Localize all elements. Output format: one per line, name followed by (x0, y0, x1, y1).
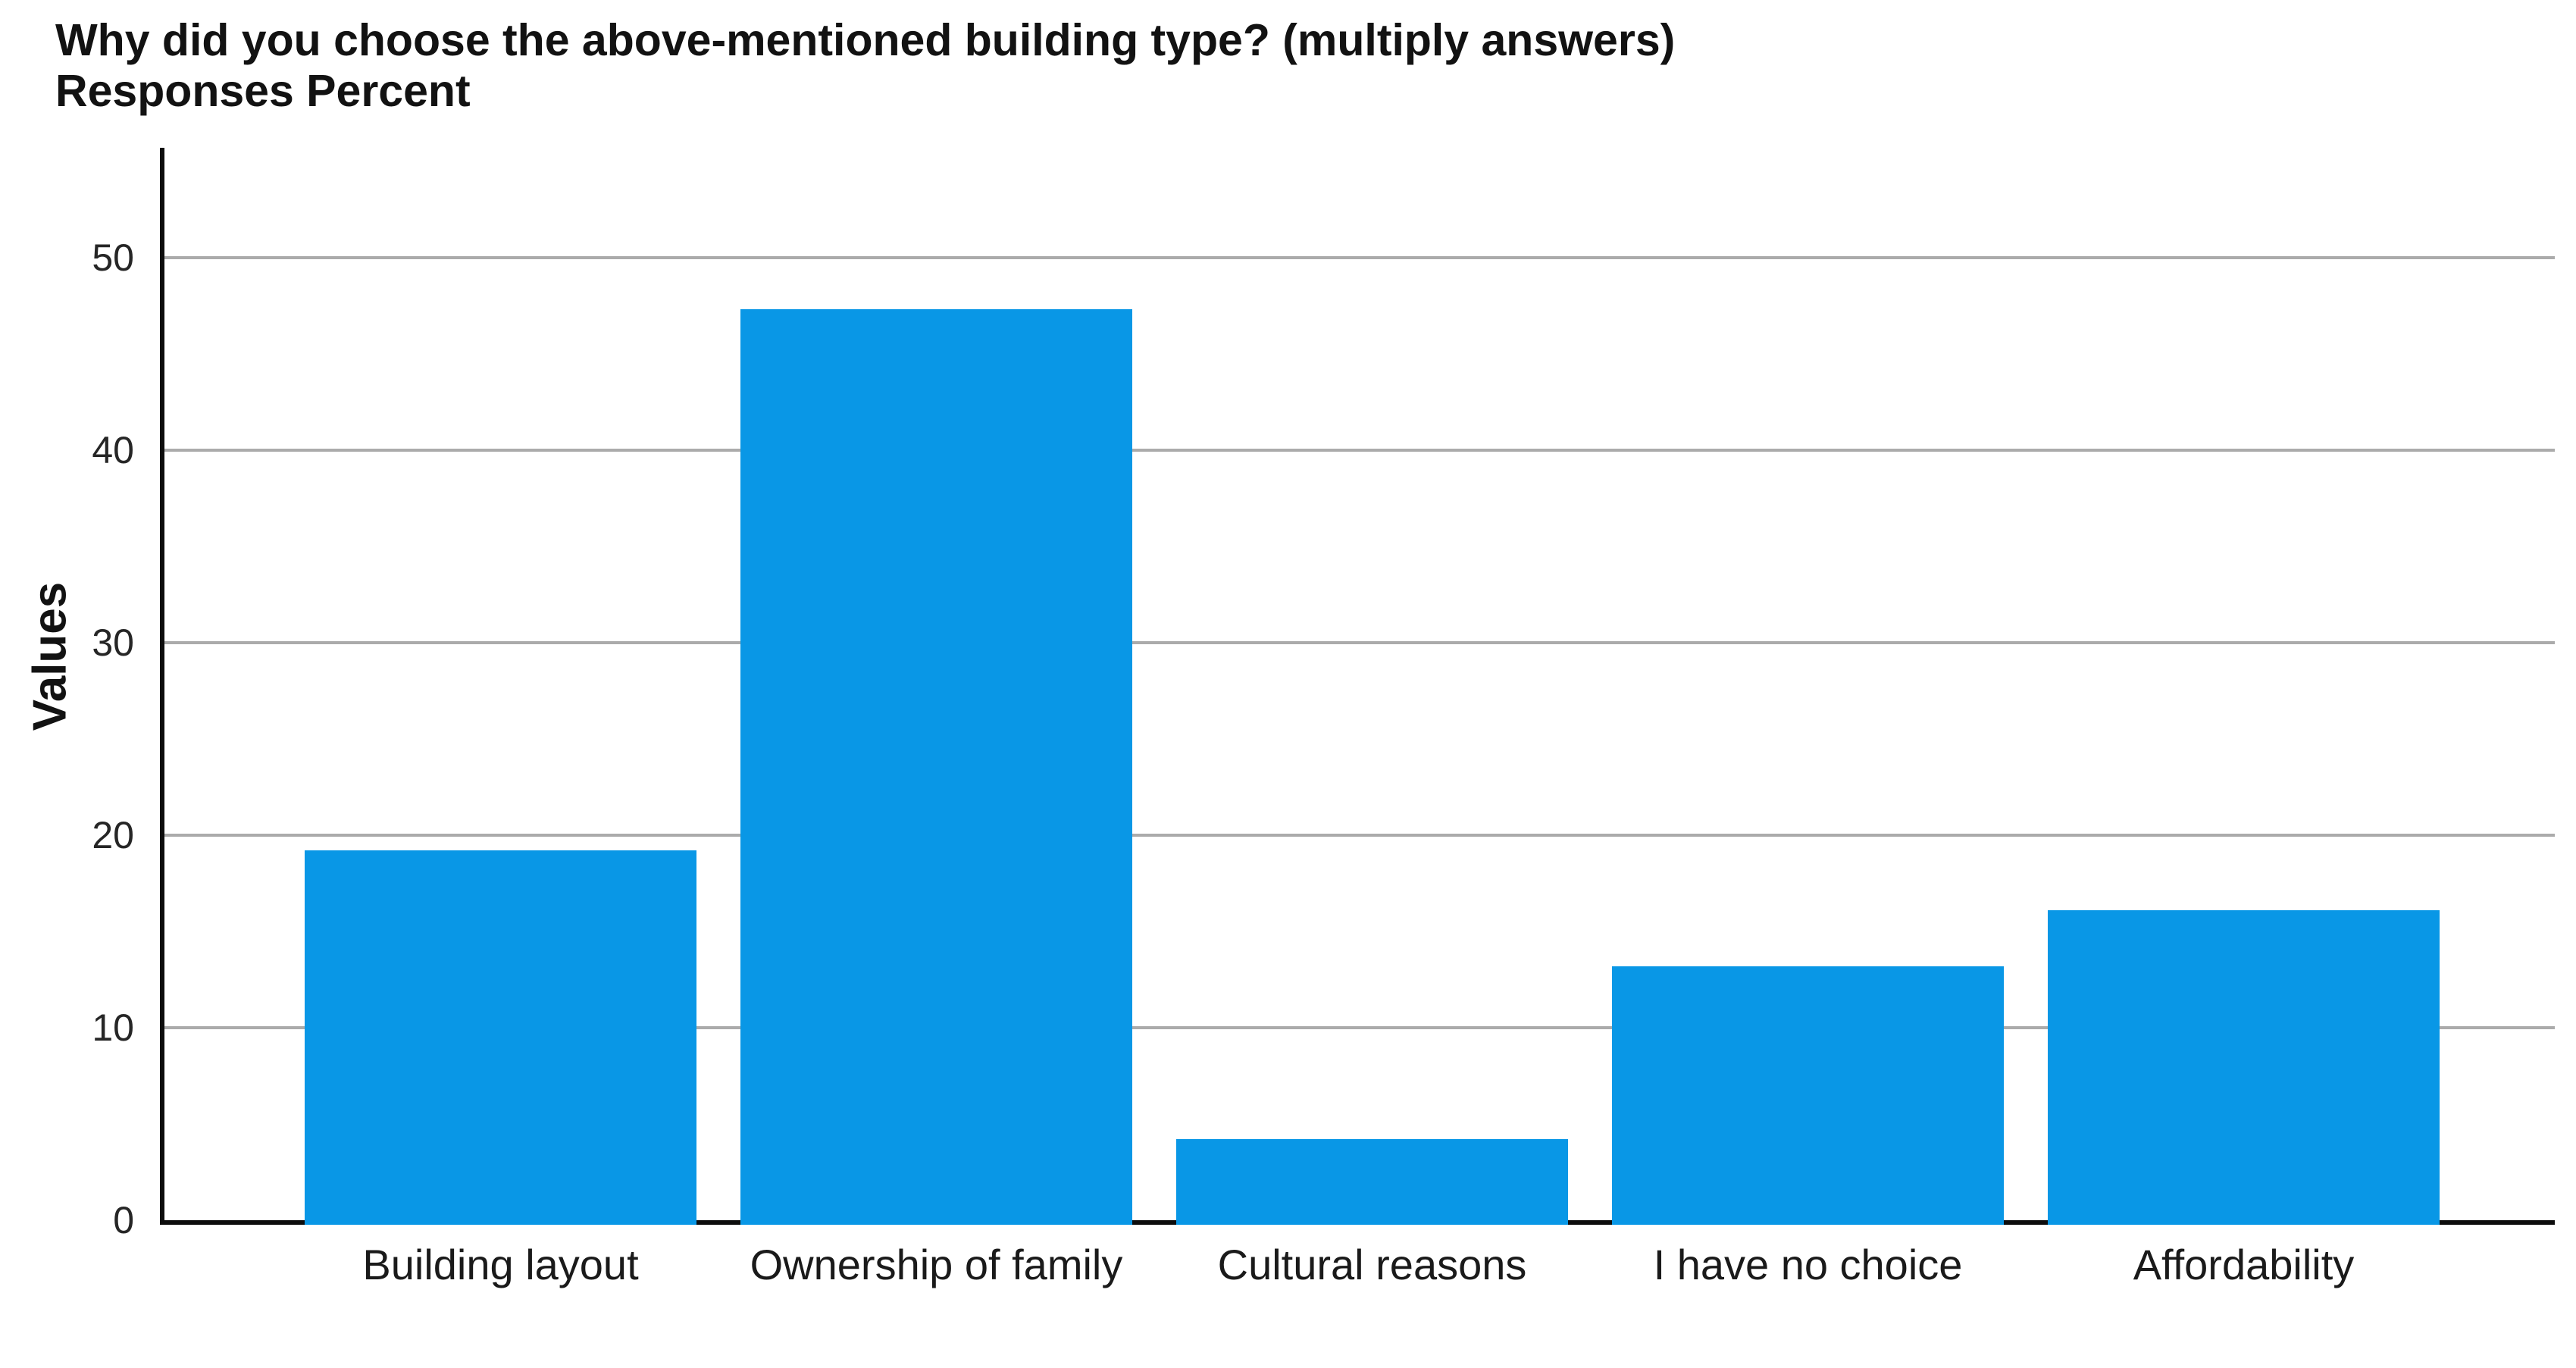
bar-4 (2048, 909, 2440, 1225)
gridline-20 (164, 833, 2555, 837)
bar-2 (1176, 1139, 1568, 1225)
y-tick-label-20: 20 (92, 813, 134, 856)
x-category-label-3: I have no choice (1653, 1241, 1963, 1288)
x-category-label-1: Ownership of family (750, 1241, 1123, 1288)
gridline-10 (164, 1025, 2555, 1029)
gridline-40 (164, 448, 2555, 452)
chart-subtitle: Responses Percent (55, 66, 471, 116)
gridline-50 (164, 255, 2555, 259)
y-tick-label-10: 10 (92, 1006, 134, 1049)
x-category-label-2: Cultural reasons (1217, 1241, 1527, 1288)
x-category-label-0: Building layout (362, 1241, 639, 1288)
y-tick-label-0: 0 (113, 1199, 134, 1241)
x-category-label-4: Affordability (2133, 1241, 2355, 1288)
gridline-30 (164, 640, 2555, 644)
y-axis-line (160, 148, 164, 1225)
y-tick-label-50: 50 (92, 236, 134, 279)
y-tick-label-40: 40 (92, 428, 134, 471)
plot-area: 0 10 20 30 40 50 Building layout Ownership of f… (92, 148, 2555, 1288)
y-tick-label-30: 30 (92, 621, 134, 664)
bar-0 (305, 850, 696, 1225)
chart-title-block: Why did you choose the above-mentioned b… (55, 15, 1675, 117)
bar-3 (1612, 966, 2004, 1225)
bar-1 (740, 309, 1132, 1225)
chart-title: Why did you choose the above-mentioned b… (55, 15, 1676, 65)
